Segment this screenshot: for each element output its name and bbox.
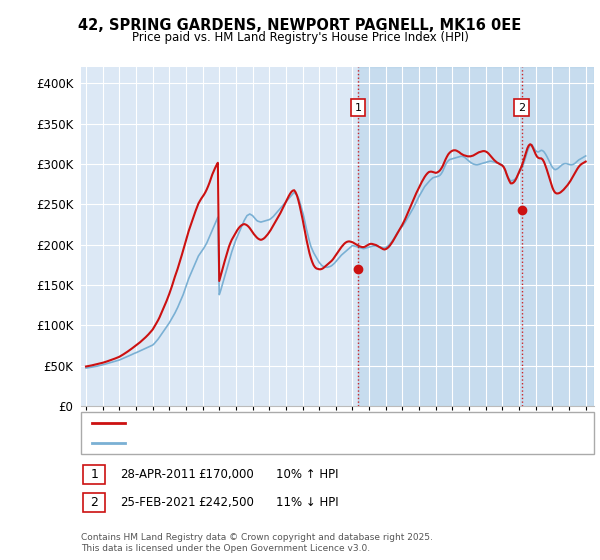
Text: £170,000: £170,000 xyxy=(198,468,254,482)
Text: 2: 2 xyxy=(90,496,98,509)
Text: 42, SPRING GARDENS, NEWPORT PAGNELL, MK16 0EE: 42, SPRING GARDENS, NEWPORT PAGNELL, MK1… xyxy=(79,18,521,33)
Text: £242,500: £242,500 xyxy=(198,496,254,509)
Text: 1: 1 xyxy=(90,468,98,482)
Text: 28-APR-2011: 28-APR-2011 xyxy=(120,468,196,482)
Text: 42, SPRING GARDENS, NEWPORT PAGNELL, MK16 0EE (semi-detached house): 42, SPRING GARDENS, NEWPORT PAGNELL, MK1… xyxy=(130,418,533,428)
Text: 1: 1 xyxy=(355,102,361,113)
Text: 2: 2 xyxy=(518,102,525,113)
Text: HPI: Average price, semi-detached house, Milton Keynes: HPI: Average price, semi-detached house,… xyxy=(130,438,424,448)
Text: 10% ↑ HPI: 10% ↑ HPI xyxy=(276,468,338,482)
Text: 25-FEB-2021: 25-FEB-2021 xyxy=(120,496,196,509)
Text: Contains HM Land Registry data © Crown copyright and database right 2025.
This d: Contains HM Land Registry data © Crown c… xyxy=(81,533,433,553)
Bar xyxy=(358,67,594,406)
Text: Price paid vs. HM Land Registry's House Price Index (HPI): Price paid vs. HM Land Registry's House … xyxy=(131,31,469,44)
Text: 11% ↓ HPI: 11% ↓ HPI xyxy=(276,496,338,509)
